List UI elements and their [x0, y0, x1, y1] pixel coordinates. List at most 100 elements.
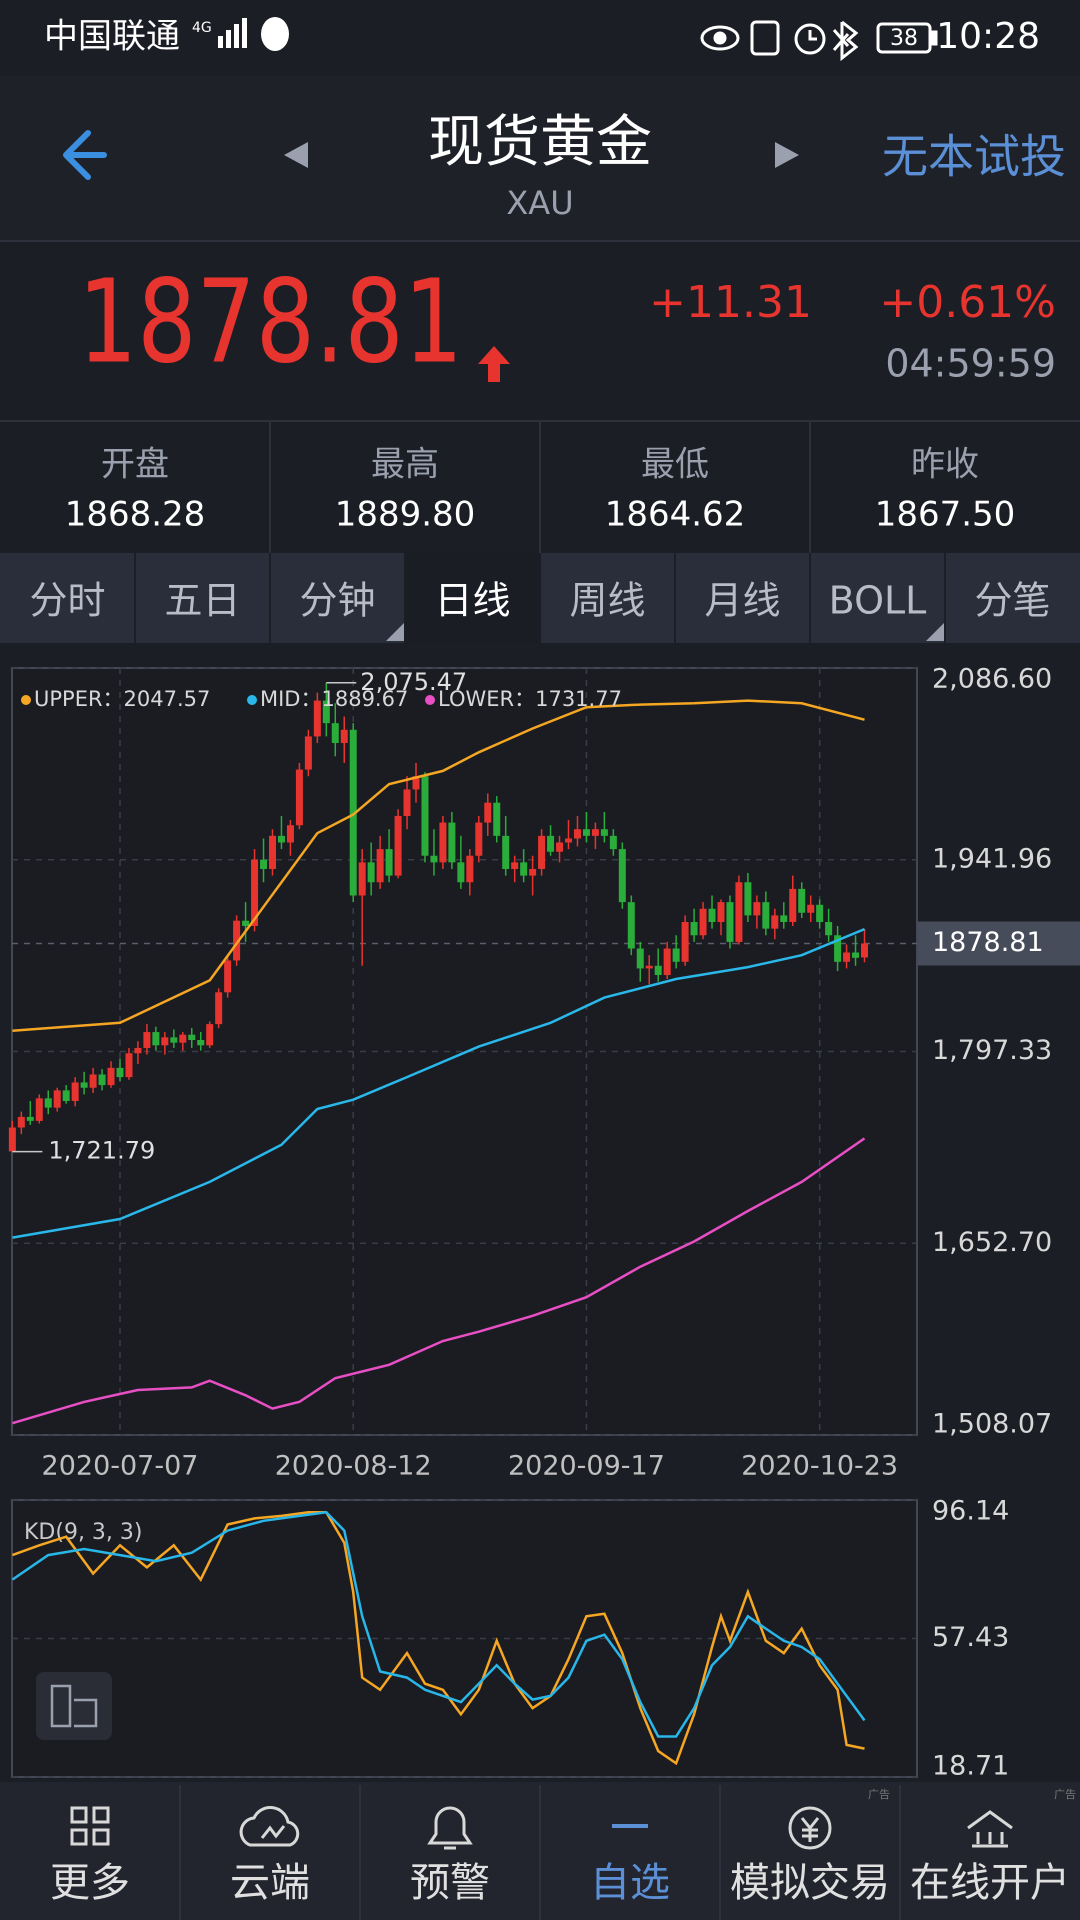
candle-body: [412, 776, 420, 790]
candle-body: [502, 835, 510, 869]
candle-body: [179, 1034, 187, 1043]
candle-body: [62, 1090, 70, 1101]
candle-body: [125, 1053, 133, 1078]
candle-body: [107, 1067, 115, 1086]
candle-body: [834, 935, 842, 962]
candle-body: [789, 888, 797, 923]
nav-item[interactable]: 模拟交易: [730, 1860, 890, 1906]
tab[interactable]: 五日: [164, 579, 240, 623]
tab[interactable]: BOLL: [829, 579, 927, 623]
tab[interactable]: 分时: [29, 579, 105, 623]
candle-body: [134, 1047, 142, 1054]
change: +11.31: [649, 277, 812, 328]
back-button[interactable]: [63, 130, 107, 180]
stat-value: 1864.62: [605, 495, 746, 535]
candle-body: [825, 922, 833, 936]
candle-body: [295, 769, 303, 826]
candle-body: [690, 922, 698, 936]
candle-body: [224, 960, 232, 993]
candle-body: [654, 965, 662, 976]
candle-body: [358, 862, 366, 896]
candle-body: [349, 729, 357, 896]
candle-body: [277, 835, 285, 843]
candle-body: [161, 1037, 169, 1046]
quote-time: 04:59:59: [885, 342, 1056, 386]
tab[interactable]: 周线: [569, 579, 645, 623]
candle-body: [538, 835, 546, 869]
nav-item[interactable]: 自选: [590, 1860, 670, 1906]
candle-body: [475, 822, 483, 856]
candle-body: [466, 855, 474, 883]
candle-body: [591, 829, 599, 836]
candle-body: [753, 902, 761, 916]
x-tick-label: 2020-09-17: [508, 1451, 665, 1482]
candle-body: [448, 822, 456, 863]
nav-item[interactable]: 在线开户: [910, 1860, 1070, 1906]
candle-body: [744, 882, 752, 916]
candle-body: [367, 862, 375, 883]
stat-value: 1867.50: [875, 495, 1016, 535]
candle-body: [197, 1040, 205, 1046]
tab[interactable]: 分笔: [974, 579, 1050, 623]
y-tick-label: 18.71: [932, 1751, 1009, 1782]
candle-body: [251, 859, 259, 926]
candle-body: [268, 835, 276, 869]
battery: 38: [890, 26, 918, 51]
candle-body: [152, 1032, 160, 1046]
candle-body: [286, 825, 294, 843]
indicator-line: [11, 1510, 866, 1738]
candle-body: [439, 822, 447, 863]
nav-item[interactable]: 预警: [410, 1860, 490, 1906]
candle-body: [376, 849, 384, 883]
y-tick-label: 57.43: [932, 1622, 1009, 1653]
up-arrow: [478, 346, 510, 382]
prev-button[interactable]: [284, 142, 308, 168]
candle-body: [547, 835, 555, 852]
candle-body: [340, 729, 348, 744]
nav-item[interactable]: 云端: [230, 1860, 310, 1906]
candle-body: [170, 1037, 178, 1043]
candle-body: [807, 904, 815, 913]
stat-label: 最低: [641, 445, 709, 485]
y-tick-label: 2,086.60: [932, 664, 1052, 695]
candle-body: [35, 1098, 43, 1121]
candle-body: [493, 802, 501, 836]
candle-body: [735, 882, 743, 942]
candle-body: [215, 992, 223, 1025]
candle-body: [331, 723, 339, 744]
candle-body: [511, 862, 519, 869]
signal-icon: [218, 18, 247, 48]
legend-dot: [247, 695, 257, 705]
action-link[interactable]: 无本试投: [882, 130, 1066, 184]
tab-dropdown-mark: [386, 623, 404, 641]
candle-body: [618, 849, 626, 903]
next-button[interactable]: [775, 142, 799, 168]
clock: 10:28: [936, 16, 1040, 57]
candle-body: [403, 789, 411, 816]
candle-body: [816, 904, 824, 923]
title: 现货黄金: [428, 110, 652, 175]
tab-active-bg: [405, 553, 540, 643]
candle-body: [565, 838, 572, 843]
candle-body: [726, 902, 734, 942]
candle-body: [484, 802, 492, 823]
nav-item[interactable]: 更多: [50, 1860, 130, 1906]
legend-entry: LOWER：1731.77: [438, 687, 622, 711]
tab[interactable]: 日线: [434, 579, 510, 623]
x-tick-label: 2020-10-23: [741, 1451, 898, 1482]
rotate-button[interactable]: [36, 1672, 112, 1740]
candle-body: [206, 1024, 214, 1046]
candle-body: [672, 948, 680, 962]
max-label: 2,075.47: [360, 668, 467, 696]
candle-body: [636, 948, 644, 969]
tab[interactable]: 月线: [704, 579, 780, 623]
candle-body: [681, 922, 689, 962]
kd-title: KD(9, 3, 3): [24, 1520, 143, 1545]
tab[interactable]: 分钟: [299, 579, 375, 623]
status-icons: [700, 20, 938, 62]
y-tick-label: 1,652.70: [932, 1227, 1052, 1258]
tab-dropdown-mark: [926, 623, 944, 641]
qq-icon: [261, 17, 289, 51]
header-bar: [0, 76, 1080, 240]
